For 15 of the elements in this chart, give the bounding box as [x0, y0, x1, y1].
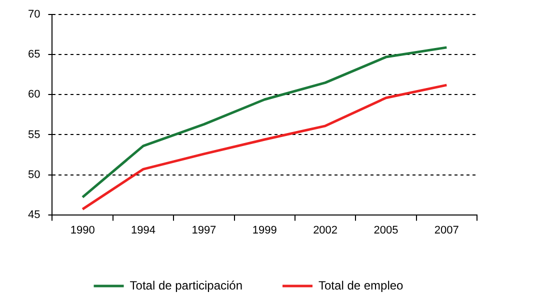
y-tick-label: 70: [28, 8, 40, 21]
y-tick-label: 55: [28, 128, 40, 141]
x-tick-label: 2002: [313, 224, 338, 236]
x-tick-label: 1997: [192, 224, 216, 236]
y-tick-label: 50: [28, 168, 40, 181]
x-tick-label: 1990: [70, 224, 95, 236]
legend-label: Total de participación: [130, 278, 243, 292]
y-tick-label: 45: [28, 208, 40, 221]
x-tick-label: 2007: [434, 224, 459, 236]
y-tick-label: 60: [28, 88, 40, 101]
x-tick-label: 2005: [374, 224, 398, 236]
y-tick-label: 65: [28, 48, 40, 61]
x-tick-label: 1999: [252, 224, 277, 236]
x-tick-label: 1994: [131, 224, 156, 236]
legend-label: Total de empleo: [318, 278, 404, 292]
